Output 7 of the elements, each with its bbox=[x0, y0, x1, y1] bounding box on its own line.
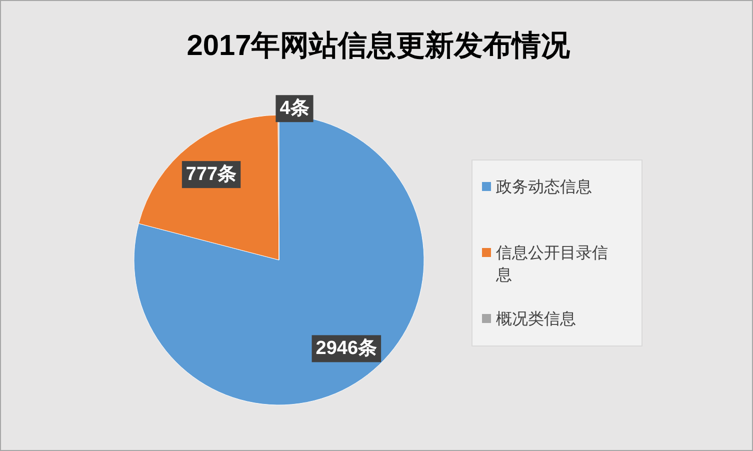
data-label: 4条 bbox=[280, 98, 310, 120]
legend-label: 信息公开目录信息 bbox=[495, 244, 608, 284]
data-label: 2946条 bbox=[316, 338, 378, 360]
legend-label: 政务动态信息 bbox=[496, 178, 592, 196]
data-label: 777条 bbox=[186, 164, 237, 186]
legend-label: 概况类信息 bbox=[496, 310, 576, 328]
chart-title: 2017年网站信息更新发布情况 bbox=[186, 29, 572, 62]
